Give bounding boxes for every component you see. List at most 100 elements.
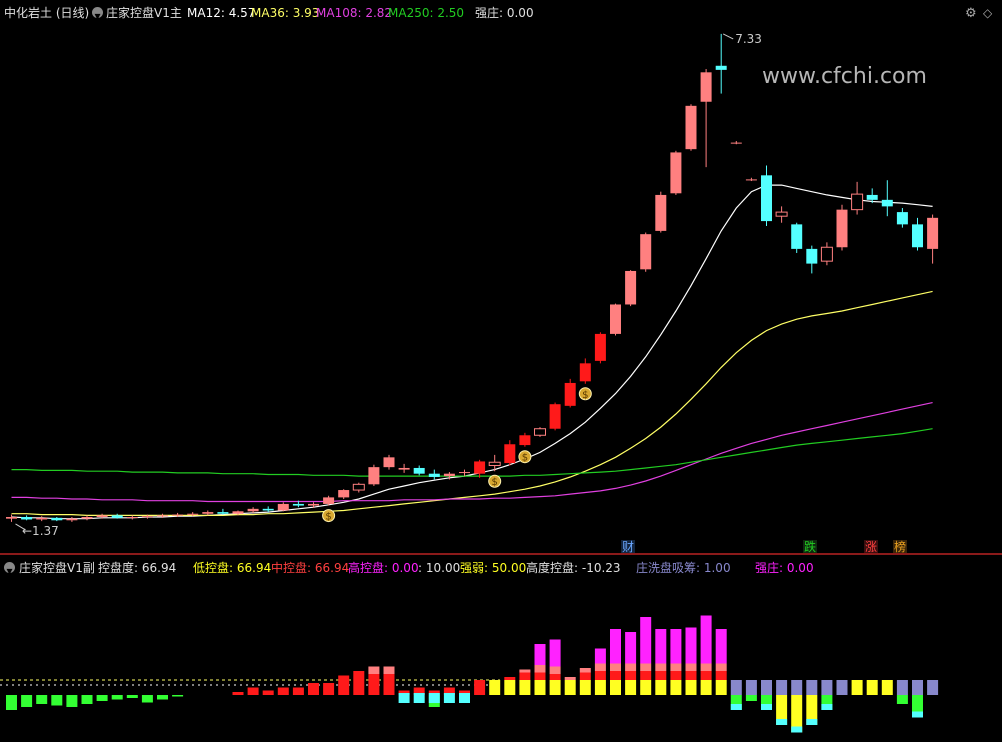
control-bar: [761, 680, 772, 710]
mid-top-segment: [700, 663, 712, 671]
money-bag-glyph: $: [582, 390, 588, 401]
control-bar: [655, 629, 667, 695]
control-bar: [927, 680, 939, 695]
gear-icon[interactable]: ⚙: [965, 6, 977, 21]
high-control-segment: [625, 632, 637, 664]
ma108-readout: MA108: 2.82: [316, 6, 393, 20]
low-marker: [15, 523, 26, 531]
diamond-icon[interactable]: ◇: [983, 6, 993, 20]
negative-segment: [111, 695, 123, 700]
low-control-segment: [625, 680, 637, 695]
mid-control-segment: [232, 692, 244, 695]
signal-tag-cai[interactable]: 财: [621, 540, 636, 554]
money-bag-glyph: $: [492, 477, 498, 488]
candle-body: [866, 194, 878, 200]
wash-segment: [836, 680, 848, 695]
chevron-down-icon[interactable]: ▾: [92, 7, 103, 23]
control-degree-readout: 控盘度: 66.94: [98, 561, 177, 575]
ma36-line: [11, 290, 933, 517]
cyan-segment: [791, 726, 803, 733]
candlestick: [428, 469, 440, 480]
mid-control-segment: [323, 683, 335, 695]
high-control-readout: 高控盘: 0.00: [348, 561, 419, 575]
candle-body: [700, 72, 712, 102]
candlestick: [549, 402, 561, 431]
mid-control-segment: [398, 690, 410, 695]
mid-control-segment: [594, 671, 606, 680]
candlestick: [36, 516, 48, 522]
mid-control-segment: [655, 671, 667, 680]
signal-tag-bang[interactable]: 榜: [893, 540, 908, 554]
candle-body: [157, 515, 168, 517]
signal-tag-zhang[interactable]: 涨: [864, 540, 879, 554]
control-bar: [232, 692, 244, 695]
candlestick: [66, 517, 78, 522]
mid-top-segment: [685, 663, 697, 671]
negative-segment: [791, 695, 803, 733]
mid-control-segment: [640, 671, 652, 680]
control-bar: [564, 677, 576, 695]
cyan-segment: [776, 719, 788, 725]
control-bar: [791, 680, 803, 733]
candle-body: [172, 514, 184, 516]
control-bar: [443, 687, 455, 703]
chevron-down-icon[interactable]: ▾: [4, 562, 15, 578]
candlestick: [96, 513, 108, 519]
control-bar: [247, 687, 259, 695]
control-bar: [549, 639, 561, 695]
candle-body: [383, 457, 395, 468]
sub-chart-canvas[interactable]: [0, 555, 1002, 742]
pane-divider[interactable]: [0, 553, 1002, 555]
candlestick: [187, 512, 199, 517]
sub-chart-pane[interactable]: ▾ 庄家控盘V1副 控盘度: 66.94 低控盘: 66.94 中控盘: 66.…: [0, 555, 1002, 742]
candle-body: [594, 333, 606, 361]
candlestick: [594, 332, 606, 364]
candlestick: [610, 303, 621, 336]
negative-segment: [51, 695, 63, 706]
main-chart-canvas[interactable]: 7.33 ←1.37 $ $ $ $: [0, 0, 1002, 553]
money-bag-icon: $: [578, 387, 592, 401]
candle-body: [262, 508, 274, 511]
control-bar: [851, 680, 863, 695]
mid-top-segment: [625, 663, 637, 671]
negative-segment: [66, 695, 78, 707]
control-bar: [66, 695, 78, 707]
main-indicator-name[interactable]: 庄家控盘V1主: [106, 6, 182, 20]
wash-segment: [896, 680, 908, 695]
candle-body: [820, 246, 833, 262]
low-control-segment: [685, 680, 697, 695]
control-bar: [353, 671, 365, 695]
negative-segment: [81, 695, 93, 704]
candlestick: [262, 506, 274, 513]
cyan-segment: [806, 719, 818, 725]
money-bag-shape: [488, 474, 502, 488]
stock-title[interactable]: 中化岩土 (日线): [4, 6, 90, 20]
candlestick: [670, 150, 682, 195]
mid-top-segment: [368, 666, 380, 674]
candle-body: [217, 512, 229, 514]
candle-body: [111, 515, 123, 518]
low-control-segment: [519, 680, 531, 695]
candle-body: [443, 473, 455, 477]
mid-top-segment: [655, 663, 667, 671]
main-chart-pane[interactable]: 7.33 ←1.37 $ $ $ $ 中化岩土 (日线) ▾ 庄家控盘V1主 MA12: …: [0, 0, 1002, 554]
mid-control-segment: [368, 674, 380, 695]
sub-indicator-name[interactable]: 庄家控盘V1副: [19, 561, 95, 575]
high-control-segment: [594, 648, 606, 664]
candlestick: [338, 489, 350, 500]
low-control-segment: [670, 680, 682, 695]
candlestick: [851, 181, 864, 215]
wash-segment: [791, 680, 803, 695]
money-bag-icon: $: [322, 509, 336, 523]
money-bag-glyph: $: [325, 512, 331, 523]
low-control-segment: [655, 680, 667, 695]
high-marker: [722, 33, 734, 40]
candlestick: [715, 33, 727, 94]
mid-top-segment: [610, 663, 621, 671]
low-control-segment: [866, 680, 878, 695]
mid-control-segment: [308, 683, 319, 695]
high-control-segment: [670, 629, 682, 664]
candlestick: [323, 495, 335, 506]
cyan-segment: [730, 704, 742, 710]
signal-tag-die[interactable]: 跌: [803, 540, 818, 554]
